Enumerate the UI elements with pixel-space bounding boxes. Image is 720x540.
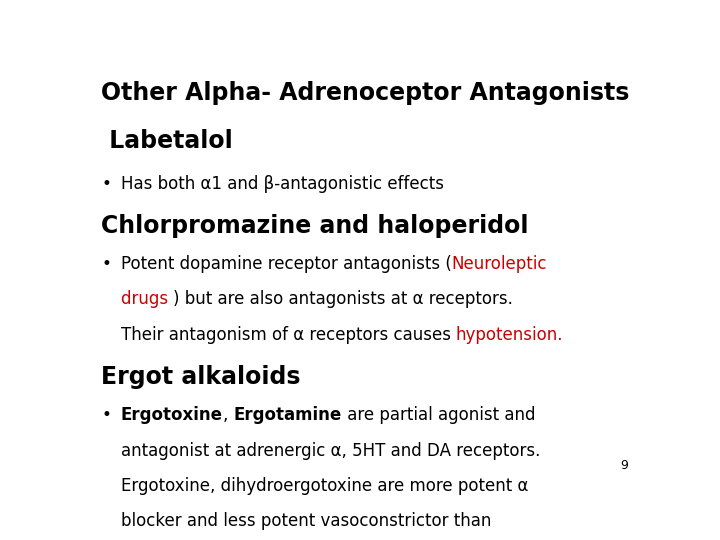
Text: Chlorpromazine and haloperidol: Chlorpromazine and haloperidol xyxy=(101,213,528,238)
Text: Ergotamine: Ergotamine xyxy=(233,406,341,424)
Text: blocker and less potent vasoconstrictor than: blocker and less potent vasoconstrictor … xyxy=(121,512,491,530)
Text: Labetalol: Labetalol xyxy=(101,129,233,153)
Text: Has both α1 and β-antagonistic effects: Has both α1 and β-antagonistic effects xyxy=(121,174,444,193)
Text: hypotension.: hypotension. xyxy=(456,326,564,344)
Text: Ergot alkaloids: Ergot alkaloids xyxy=(101,364,301,389)
Text: ) but are also antagonists at α receptors.: ) but are also antagonists at α receptor… xyxy=(173,291,513,308)
Text: Ergotoxine: Ergotoxine xyxy=(121,406,222,424)
Text: Ergotoxine, dihydroergotoxine are more potent α: Ergotoxine, dihydroergotoxine are more p… xyxy=(121,477,528,495)
Text: Potent dopamine receptor antagonists (: Potent dopamine receptor antagonists ( xyxy=(121,255,451,273)
Text: 9: 9 xyxy=(621,460,629,472)
Text: ,: , xyxy=(222,406,233,424)
Text: •: • xyxy=(101,406,111,424)
Text: are partial agonist and: are partial agonist and xyxy=(341,406,535,424)
Text: •: • xyxy=(101,255,111,273)
Text: Their antagonism of α receptors causes: Their antagonism of α receptors causes xyxy=(121,326,456,344)
Text: drugs: drugs xyxy=(121,291,173,308)
Text: antagonist at adrenergic α, 5HT and DA receptors.: antagonist at adrenergic α, 5HT and DA r… xyxy=(121,442,540,460)
Text: Other Alpha- Adrenoceptor Antagonists: Other Alpha- Adrenoceptor Antagonists xyxy=(101,82,629,105)
Text: •: • xyxy=(101,174,111,193)
Text: Neuroleptic: Neuroleptic xyxy=(451,255,547,273)
